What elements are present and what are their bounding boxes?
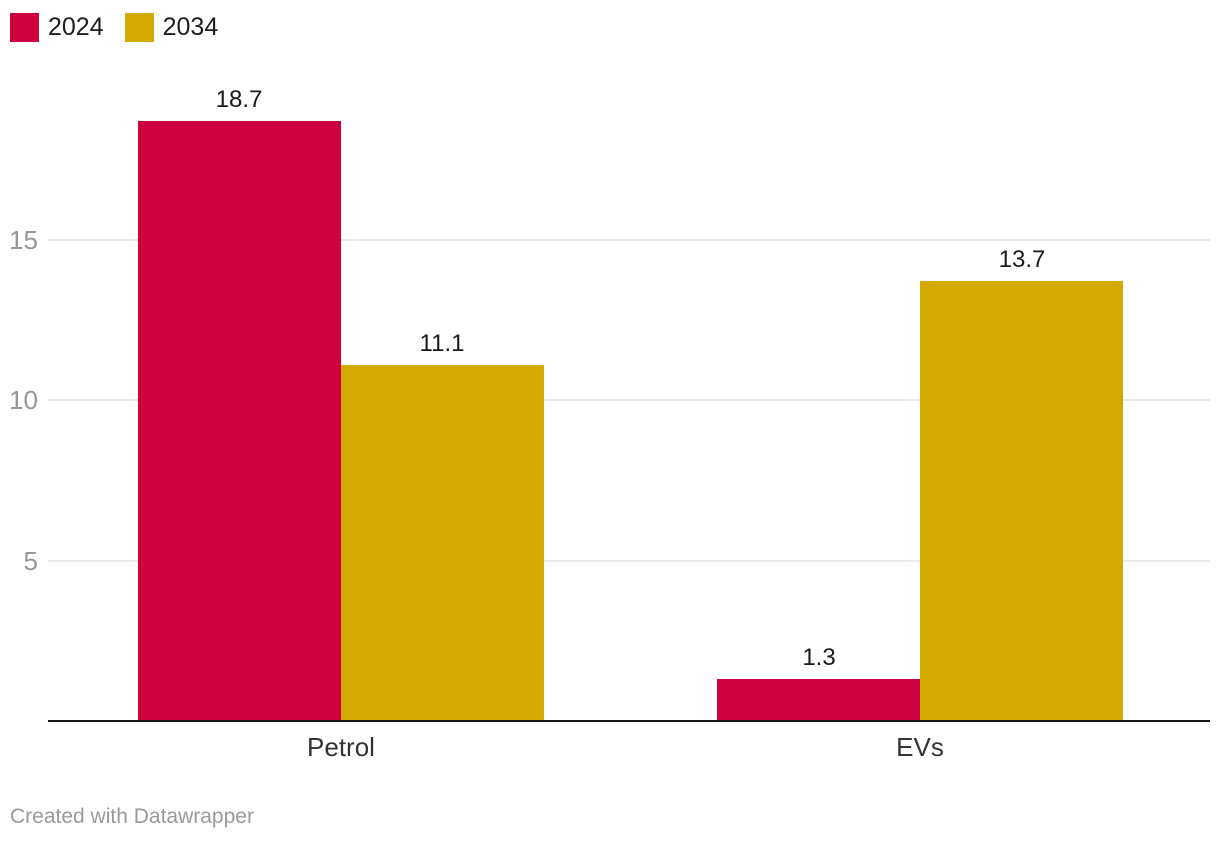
y-axis-tick-label: 15 <box>9 225 38 255</box>
category-label: EVs <box>896 732 944 762</box>
legend-label: 2024 <box>48 13 104 41</box>
value-label: 13.7 <box>998 246 1046 273</box>
bar-2024-petrol <box>138 121 341 721</box>
legend-swatch-2024 <box>10 13 39 42</box>
gridline <box>48 560 1210 562</box>
value-label: 11.1 <box>419 330 465 357</box>
y-axis-tick-label: 10 <box>9 385 38 415</box>
category-label: Petrol <box>307 732 375 762</box>
legend: 2024 2034 <box>10 13 218 42</box>
gridline <box>48 399 1210 401</box>
x-axis-line <box>48 720 1210 722</box>
value-label: 1.3 <box>802 644 836 671</box>
bar-2034-evs <box>920 281 1123 721</box>
bar-2024-evs <box>717 679 920 721</box>
legend-item-2034: 2034 <box>124 13 219 42</box>
legend-swatch-2034 <box>124 13 154 42</box>
y-axis-tick-label: 5 <box>23 546 38 576</box>
datawrapper-credit-link[interactable]: Created with Datawrapper <box>10 805 254 828</box>
legend-item-2024: 2024 <box>10 13 104 42</box>
legend-label: 2034 <box>162 13 219 41</box>
bar-2034-petrol <box>341 365 544 721</box>
gridline <box>48 239 1210 241</box>
value-label: 18.7 <box>215 86 263 113</box>
